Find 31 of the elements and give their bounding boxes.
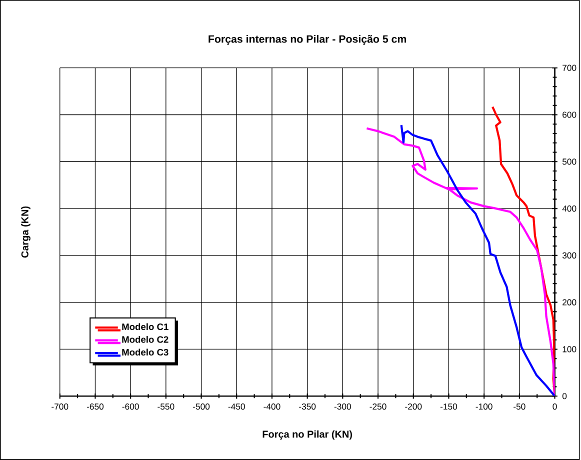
x-tick-label: -150 <box>440 403 458 410</box>
y-tick-label: 100 <box>562 346 576 352</box>
x-tick-label: -450 <box>228 403 245 410</box>
legend-label: Modelo C2 <box>122 336 168 343</box>
y-tick-label: 700 <box>562 64 576 71</box>
x-tick-label: -250 <box>370 403 386 410</box>
line-series <box>366 127 555 396</box>
x-tick-label: -500 <box>193 403 210 410</box>
x-tick-label: -50 <box>514 403 526 410</box>
line-series <box>400 124 555 396</box>
x-tick-label: -300 <box>334 403 351 410</box>
x-tick-label: -400 <box>264 403 280 410</box>
x-tick-label: -100 <box>476 403 492 410</box>
x-tick-label: -350 <box>299 403 316 410</box>
x-tick-label: -650 <box>86 403 104 410</box>
x-tick-label: -600 <box>122 403 139 410</box>
y-tick-label: 500 <box>562 158 576 165</box>
legend-label: Modelo C3 <box>122 348 168 356</box>
legend-label: Modelo C1 <box>122 323 168 330</box>
y-tick-label: 400 <box>562 205 576 212</box>
chart-title: Forças internas no Pilar - Posição 5 cm <box>208 34 406 45</box>
x-tick-label: 0 <box>552 403 557 410</box>
x-tick-label: -200 <box>405 403 422 410</box>
x-tick-label: -700 <box>52 403 68 410</box>
y-tick-label: 0 <box>562 393 567 400</box>
x-axis-title: Força no Pilar (KN) <box>262 430 352 440</box>
y-tick-label: 600 <box>562 112 576 118</box>
y-axis-title: Carga (KN) <box>21 206 30 258</box>
x-tick-label: -550 <box>158 403 174 410</box>
y-tick-label: 300 <box>562 252 576 258</box>
y-tick-label: 200 <box>562 299 576 306</box>
